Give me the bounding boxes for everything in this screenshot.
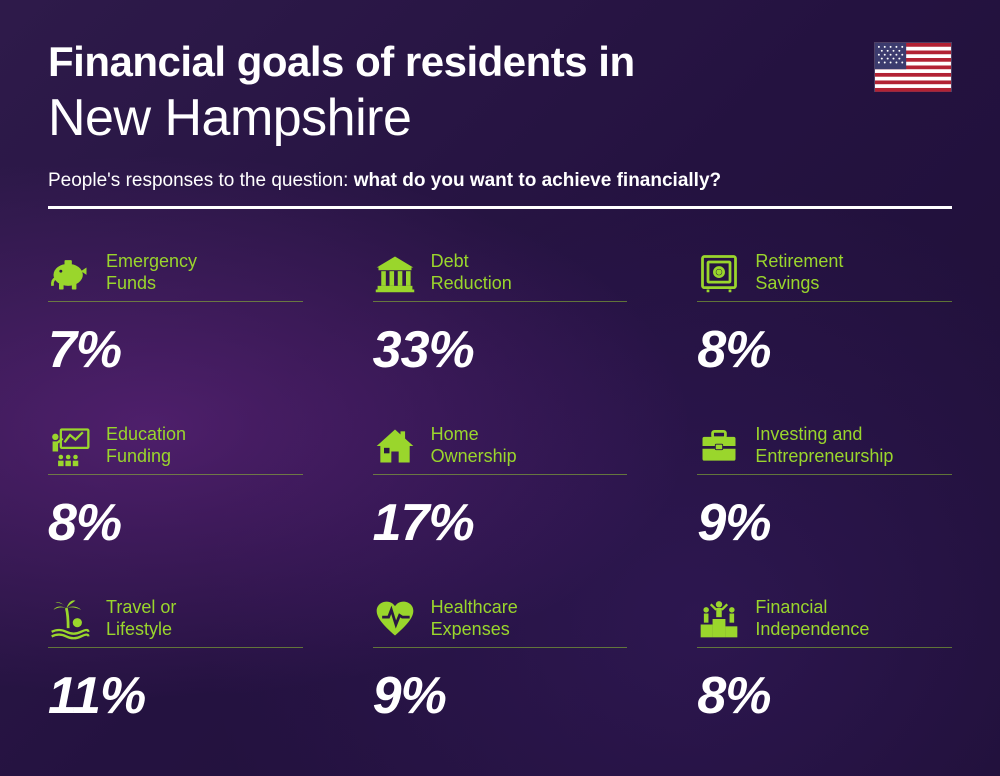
goal-education-funding: EducationFunding 8% — [48, 424, 303, 553]
subtitle-question: what do you want to achieve financially? — [354, 170, 721, 191]
bank-icon — [373, 251, 417, 295]
goal-value: 17% — [373, 493, 628, 553]
goal-label: FinancialIndependence — [755, 597, 869, 640]
goal-value: 9% — [697, 493, 952, 553]
goal-home-ownership: HomeOwnership 17% — [373, 424, 628, 553]
header: Financial goals of residents in New Hamp… — [48, 38, 952, 209]
goal-label: DebtReduction — [431, 251, 512, 294]
subtitle-prefix: People's responses to the question: — [48, 170, 354, 191]
title-line-2: New Hampshire — [48, 88, 952, 148]
goal-label: HomeOwnership — [431, 424, 517, 467]
goal-label: RetirementSavings — [755, 251, 843, 294]
goal-investing: Investing andEntrepreneurship 9% — [697, 424, 952, 553]
palm-icon — [48, 597, 92, 641]
goal-value: 33% — [373, 320, 628, 380]
goal-debt-reduction: DebtReduction 33% — [373, 251, 628, 380]
goal-value: 7% — [48, 320, 303, 380]
subtitle: People's responses to the question: what… — [48, 170, 952, 192]
goal-emergency-funds: EmergencyFunds 7% — [48, 251, 303, 380]
goal-travel-lifestyle: Travel orLifestyle 11% — [48, 597, 303, 726]
goal-value: 9% — [373, 666, 628, 726]
divider — [48, 206, 952, 209]
safe-icon — [697, 251, 741, 295]
goal-label: EmergencyFunds — [106, 251, 197, 294]
goal-label: EducationFunding — [106, 424, 186, 467]
goal-value: 8% — [48, 493, 303, 553]
goal-label: Travel orLifestyle — [106, 597, 176, 640]
goal-label: HealthcareExpenses — [431, 597, 518, 640]
goals-grid: EmergencyFunds 7% DebtReduction 33% Reti… — [48, 251, 952, 726]
briefcase-icon — [697, 424, 741, 468]
house-icon — [373, 424, 417, 468]
presentation-icon — [48, 424, 92, 468]
goal-value: 8% — [697, 320, 952, 380]
goal-financial-independence: FinancialIndependence 8% — [697, 597, 952, 726]
title-line-1: Financial goals of residents in — [48, 38, 952, 86]
goal-value: 11% — [48, 666, 303, 726]
goal-label: Investing andEntrepreneurship — [755, 424, 893, 467]
goal-retirement-savings: RetirementSavings 8% — [697, 251, 952, 380]
goal-healthcare: HealthcareExpenses 9% — [373, 597, 628, 726]
heart-pulse-icon — [373, 597, 417, 641]
piggy-bank-icon — [48, 251, 92, 295]
goal-value: 8% — [697, 666, 952, 726]
flag-usa — [874, 42, 952, 92]
podium-icon — [697, 597, 741, 641]
